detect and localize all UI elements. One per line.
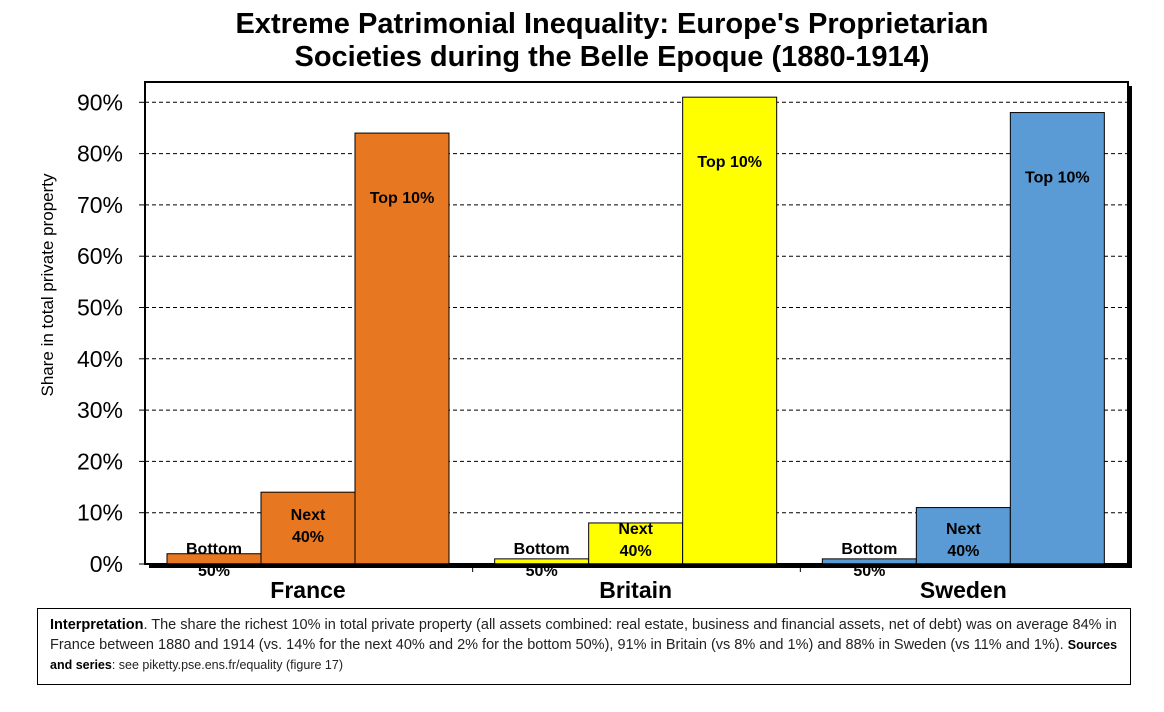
y-tick-label: 90%	[77, 89, 123, 115]
bar-data-label: Next	[946, 521, 981, 538]
bar	[1009, 112, 1105, 565]
sources-label: Sources and series	[50, 638, 1118, 672]
bar-data-label: 50%	[526, 563, 558, 580]
bar	[354, 132, 450, 565]
x-category-label: Britain	[599, 577, 672, 603]
bar-data-label: Top 10%	[1025, 170, 1090, 187]
x-category-label: Sweden	[920, 577, 1007, 603]
bar-data-label: Top 10%	[697, 154, 762, 171]
interpretation-box: Interpretation. The share the richest 10…	[37, 608, 1131, 685]
bar-data-label: Top 10%	[370, 190, 435, 207]
y-tick-label: 50%	[77, 295, 123, 321]
axes: 0% 10% 20% 30% 40% 50% 60% 70% 80% 90% France Brita…	[77, 89, 1128, 603]
bar-data-label: 40%	[620, 543, 652, 560]
sources-text: : see piketty.pse.ens.fr/equality (figur…	[111, 658, 343, 672]
chart-title-line-2: Societies during the Belle Epoque (1880-…	[294, 41, 930, 73]
y-tick-label: 70%	[77, 192, 123, 218]
bar-data-label: Bottom	[841, 541, 897, 558]
bars: Bottom 50% Next 40% Top 10% Bottom 50% Next 40% T…	[166, 96, 1105, 580]
y-tick-label: 30%	[77, 397, 123, 423]
y-tick-label: 60%	[77, 243, 123, 269]
grid-lines	[144, 81, 1132, 568]
interpretation-body: . The share the richest 10% in total pri…	[50, 617, 1117, 653]
y-tick-label: 20%	[77, 448, 123, 474]
y-tick-label: 80%	[77, 141, 123, 167]
bar-data-label: Next	[618, 521, 653, 538]
bar-data-label: 40%	[292, 529, 324, 546]
y-tick-label: 10%	[77, 500, 123, 526]
bar	[260, 491, 356, 565]
bar-data-label: Bottom	[514, 541, 570, 558]
chart-title-line-1: Extreme Patrimonial Inequality: Europe's…	[235, 8, 989, 40]
plot-area-frame	[144, 81, 1129, 565]
bar-data-label: 50%	[853, 563, 885, 580]
chart-title: Extreme Patrimonial Inequality: Europe's…	[0, 8, 1164, 74]
bar-data-label: Bottom	[186, 541, 242, 558]
bar-data-label: 40%	[947, 543, 979, 560]
y-tick-label: 40%	[77, 346, 123, 372]
x-category-label: France	[270, 577, 345, 603]
interpretation-lead: Interpretation	[50, 617, 144, 633]
y-axis-label: Share in total private property	[38, 173, 57, 397]
y-tick-label: 0%	[90, 551, 123, 577]
bar-data-label: Next	[291, 507, 326, 524]
bar-data-label: 50%	[198, 563, 230, 580]
bar	[682, 96, 778, 565]
bar-chart: Bottom 50% Next 40% Top 10% Bottom 50% Next 40% T…	[38, 81, 1132, 603]
